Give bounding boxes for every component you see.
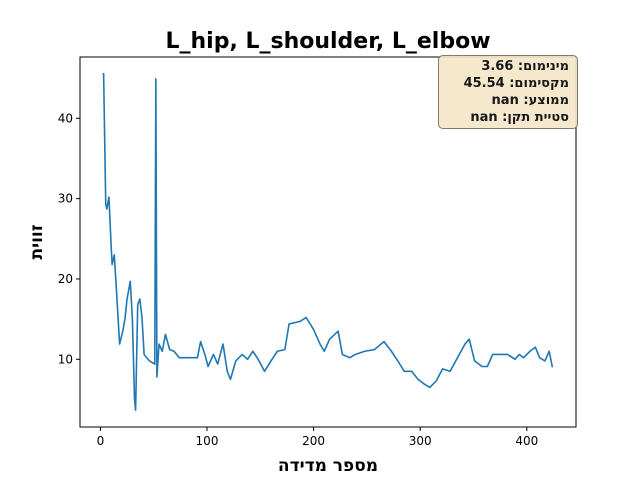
stat-line: מינימום: 3.66 — [481, 59, 569, 74]
plot-frame — [79, 56, 577, 428]
x-tick-label: 0 — [97, 434, 105, 448]
x-tick-label: 300 — [409, 434, 432, 448]
x-tick-label: 100 — [196, 434, 219, 448]
stats-box: מינימום: 3.66 מקסימום: 45.54 ממוצע: nan סטי… — [438, 55, 578, 129]
y-tick-label: 40 — [58, 111, 73, 125]
x-axis-label: מספר מדידה — [278, 456, 378, 476]
line — [102, 72, 554, 412]
chart-title: L_hip, L_shoulder, L_elbow — [165, 29, 490, 54]
y-axis-label: זווית — [27, 224, 47, 259]
stat-line: מקסימום: 45.54 — [463, 76, 569, 91]
x-tick-label: 200 — [302, 434, 325, 448]
y-tick-label: 20 — [58, 272, 73, 286]
stat-line: ממוצע: nan — [491, 93, 569, 108]
y-tick-label: 10 — [58, 352, 73, 366]
y-tick-label: 30 — [58, 192, 73, 206]
stat-line: סטיית תקן: nan — [470, 110, 569, 125]
x-tick-label: 400 — [515, 434, 538, 448]
